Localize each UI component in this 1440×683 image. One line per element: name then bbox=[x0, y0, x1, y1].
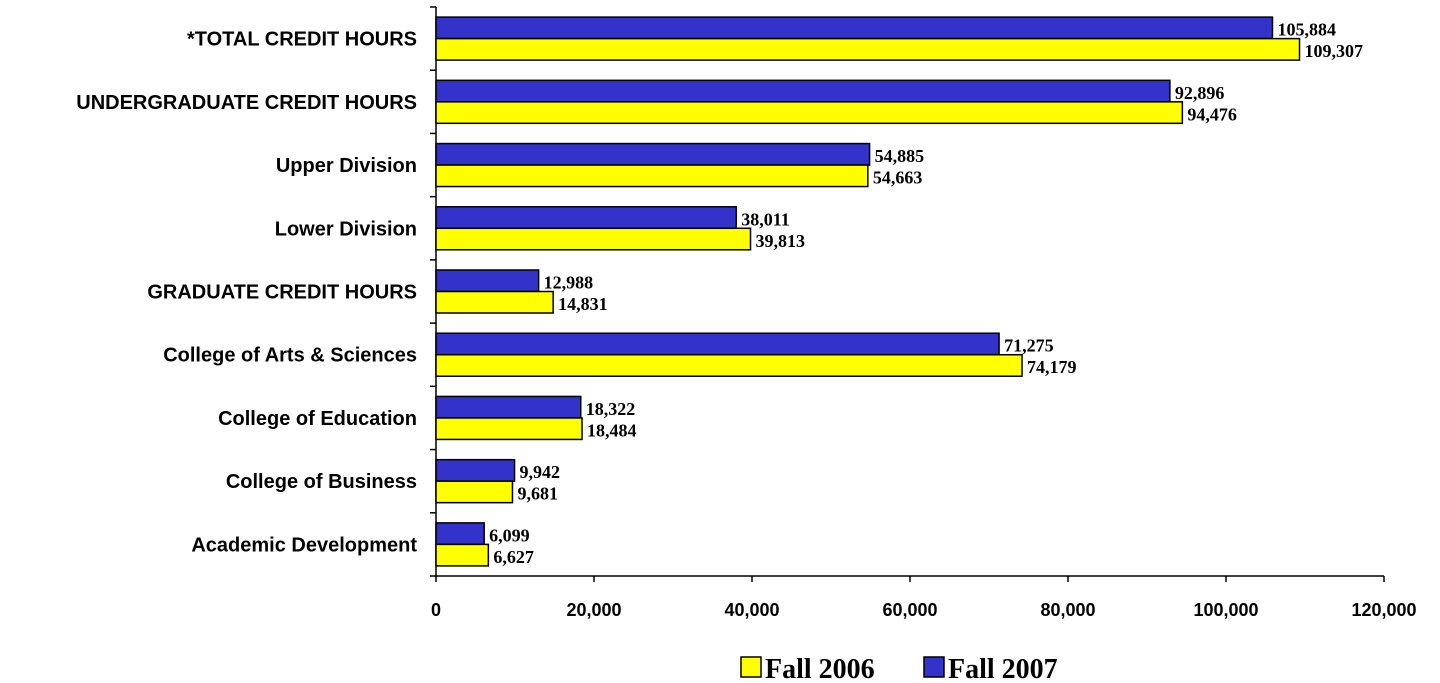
category-label-academic-development: Academic Development bbox=[191, 534, 417, 556]
category-label-undergraduate-credit-hours: UNDERGRADUATE CREDIT HOURS bbox=[76, 92, 417, 114]
data-label-fall-2007-graduate-credit-hours: 12,988 bbox=[544, 273, 594, 293]
bar-fall-2007-total-credit-hours bbox=[435, 16, 1274, 40]
x-tick-label: 100,000 bbox=[1193, 600, 1258, 620]
bar-fall-2007-college-of-arts-sciences bbox=[435, 332, 1000, 356]
data-label-fall-2006-undergraduate-credit-hours: 94,476 bbox=[1187, 104, 1237, 124]
category-label-college-of-education: College of Education bbox=[218, 408, 417, 430]
data-label-fall-2006-total-credit-hours: 109,307 bbox=[1305, 41, 1364, 61]
legend-swatch-fall-2007 bbox=[923, 656, 945, 678]
bars bbox=[435, 16, 1301, 567]
data-label-fall-2006-academic-development: 6,627 bbox=[493, 547, 533, 567]
bar-fall-2007-undergraduate-credit-hours bbox=[435, 79, 1171, 103]
bar-fall-2007-academic-development bbox=[435, 522, 485, 546]
data-label-fall-2006-college-of-education: 18,484 bbox=[587, 420, 637, 440]
bar-fall-2007-college-of-business bbox=[435, 458, 516, 482]
data-label-fall-2007-upper-division: 54,885 bbox=[875, 146, 925, 166]
data-label-fall-2007-undergraduate-credit-hours: 92,896 bbox=[1175, 83, 1225, 103]
category-label-total-credit-hours: *TOTAL CREDIT HOURS bbox=[187, 29, 417, 51]
data-label-fall-2007-academic-development: 6,099 bbox=[489, 525, 530, 545]
bar-fall-2007-graduate-credit-hours bbox=[435, 269, 540, 293]
bar-fall-2006-academic-development bbox=[435, 543, 490, 567]
category-label-graduate-credit-hours: GRADUATE CREDIT HOURS bbox=[147, 282, 417, 304]
legend: Fall 2006 Fall 2007 bbox=[740, 654, 1058, 683]
axes: 0 20,000 40,000 60,000 80,000 100,000 120,000 bbox=[430, 6, 1417, 620]
data-label-fall-2006-college-of-business: 9,681 bbox=[517, 484, 558, 504]
data-label-fall-2007-college-of-business: 9,942 bbox=[520, 462, 561, 482]
x-tick-label: 40,000 bbox=[724, 600, 779, 620]
x-tick-label: 80,000 bbox=[1040, 600, 1095, 620]
bar-fall-2006-upper-division bbox=[435, 164, 869, 188]
data-label-fall-2006-college-of-arts-sciences: 74,179 bbox=[1027, 357, 1077, 377]
bar-fall-2007-lower-division bbox=[435, 206, 738, 230]
category-label-college-of-business: College of Business bbox=[226, 471, 417, 493]
x-tick-label: 60,000 bbox=[882, 600, 937, 620]
category-label-upper-division: Upper Division bbox=[276, 155, 417, 177]
x-tick-label: 0 bbox=[431, 600, 441, 620]
data-label-fall-2007-lower-division: 38,011 bbox=[741, 209, 790, 229]
legend-swatch-fall-2006 bbox=[740, 656, 762, 678]
category-label-lower-division: Lower Division bbox=[275, 218, 417, 240]
bar-fall-2006-lower-division bbox=[435, 227, 752, 251]
data-label-fall-2007-total-credit-hours: 105,884 bbox=[1277, 20, 1336, 40]
bar-fall-2007-upper-division bbox=[435, 142, 871, 166]
data-label-fall-2007-college-of-arts-sciences: 71,275 bbox=[1004, 336, 1054, 356]
data-label-fall-2006-graduate-credit-hours: 14,831 bbox=[558, 294, 608, 314]
x-tick-label: 20,000 bbox=[566, 600, 621, 620]
x-tick-label: 120,000 bbox=[1351, 600, 1416, 620]
bar-fall-2006-college-of-education bbox=[435, 417, 583, 441]
data-label-fall-2006-lower-division: 39,813 bbox=[756, 231, 806, 251]
bar-fall-2006-college-of-business bbox=[435, 480, 514, 504]
legend-label-fall-2007: Fall 2007 bbox=[948, 654, 1058, 683]
legend-label-fall-2006: Fall 2006 bbox=[765, 654, 875, 683]
data-label-fall-2007-college-of-education: 18,322 bbox=[586, 399, 636, 419]
bar-fall-2006-undergraduate-credit-hours bbox=[435, 101, 1184, 125]
data-label-fall-2006-upper-division: 54,663 bbox=[873, 168, 923, 188]
bar-fall-2007-college-of-education bbox=[435, 395, 582, 419]
category-label-college-of-arts-sciences: College of Arts & Sciences bbox=[163, 345, 417, 367]
bar-fall-2006-college-of-arts-sciences bbox=[435, 353, 1023, 377]
bar-fall-2006-total-credit-hours bbox=[435, 37, 1301, 61]
bar-fall-2006-graduate-credit-hours bbox=[435, 290, 554, 314]
